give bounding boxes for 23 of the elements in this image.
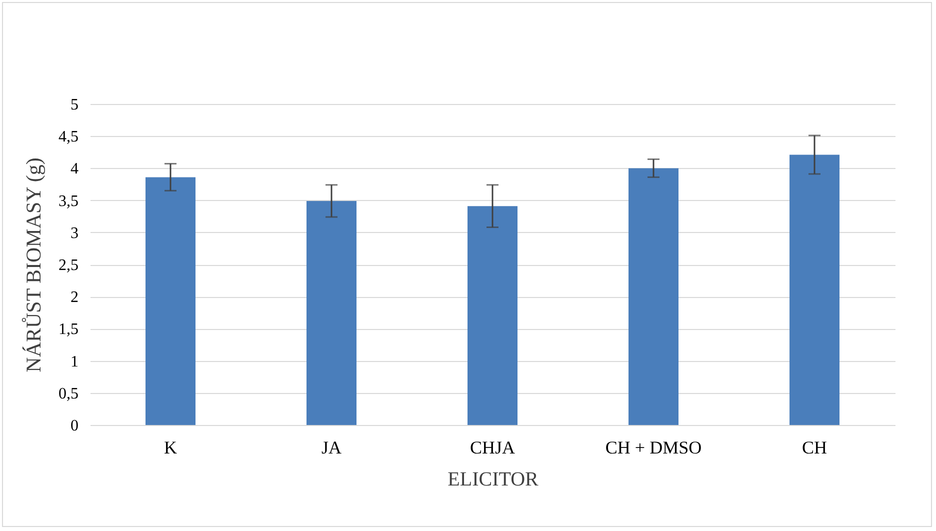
- bar: [306, 200, 356, 425]
- y-tick-label: 2,5: [58, 257, 78, 274]
- bar: [468, 206, 518, 425]
- y-tick-label: 0,5: [58, 385, 78, 402]
- x-tick-label: CH: [802, 438, 828, 458]
- y-tick-label: 1,5: [58, 321, 78, 338]
- x-tick-label: CHJA: [470, 438, 516, 458]
- y-tick-label: 1: [70, 353, 78, 370]
- y-axis-title: NÁRŮST BIOMASY (g): [22, 158, 46, 372]
- x-axis-title: ELICITOR: [448, 468, 540, 490]
- x-tick-label: JA: [321, 438, 342, 458]
- x-tick-label: CH + DMSO: [605, 438, 702, 458]
- bar: [790, 154, 840, 425]
- x-tick-label: K: [164, 438, 177, 458]
- y-tick-label: 2: [70, 289, 78, 306]
- y-tick-label: 3,5: [58, 192, 78, 210]
- y-tick-label: 5: [70, 96, 78, 114]
- bar: [146, 177, 196, 425]
- y-tick-label: 3: [70, 224, 78, 242]
- bar: [628, 168, 678, 425]
- y-tick-label: 4: [70, 160, 78, 178]
- y-tick-label: 0: [70, 418, 78, 434]
- y-tick-label: 4,5: [58, 128, 78, 146]
